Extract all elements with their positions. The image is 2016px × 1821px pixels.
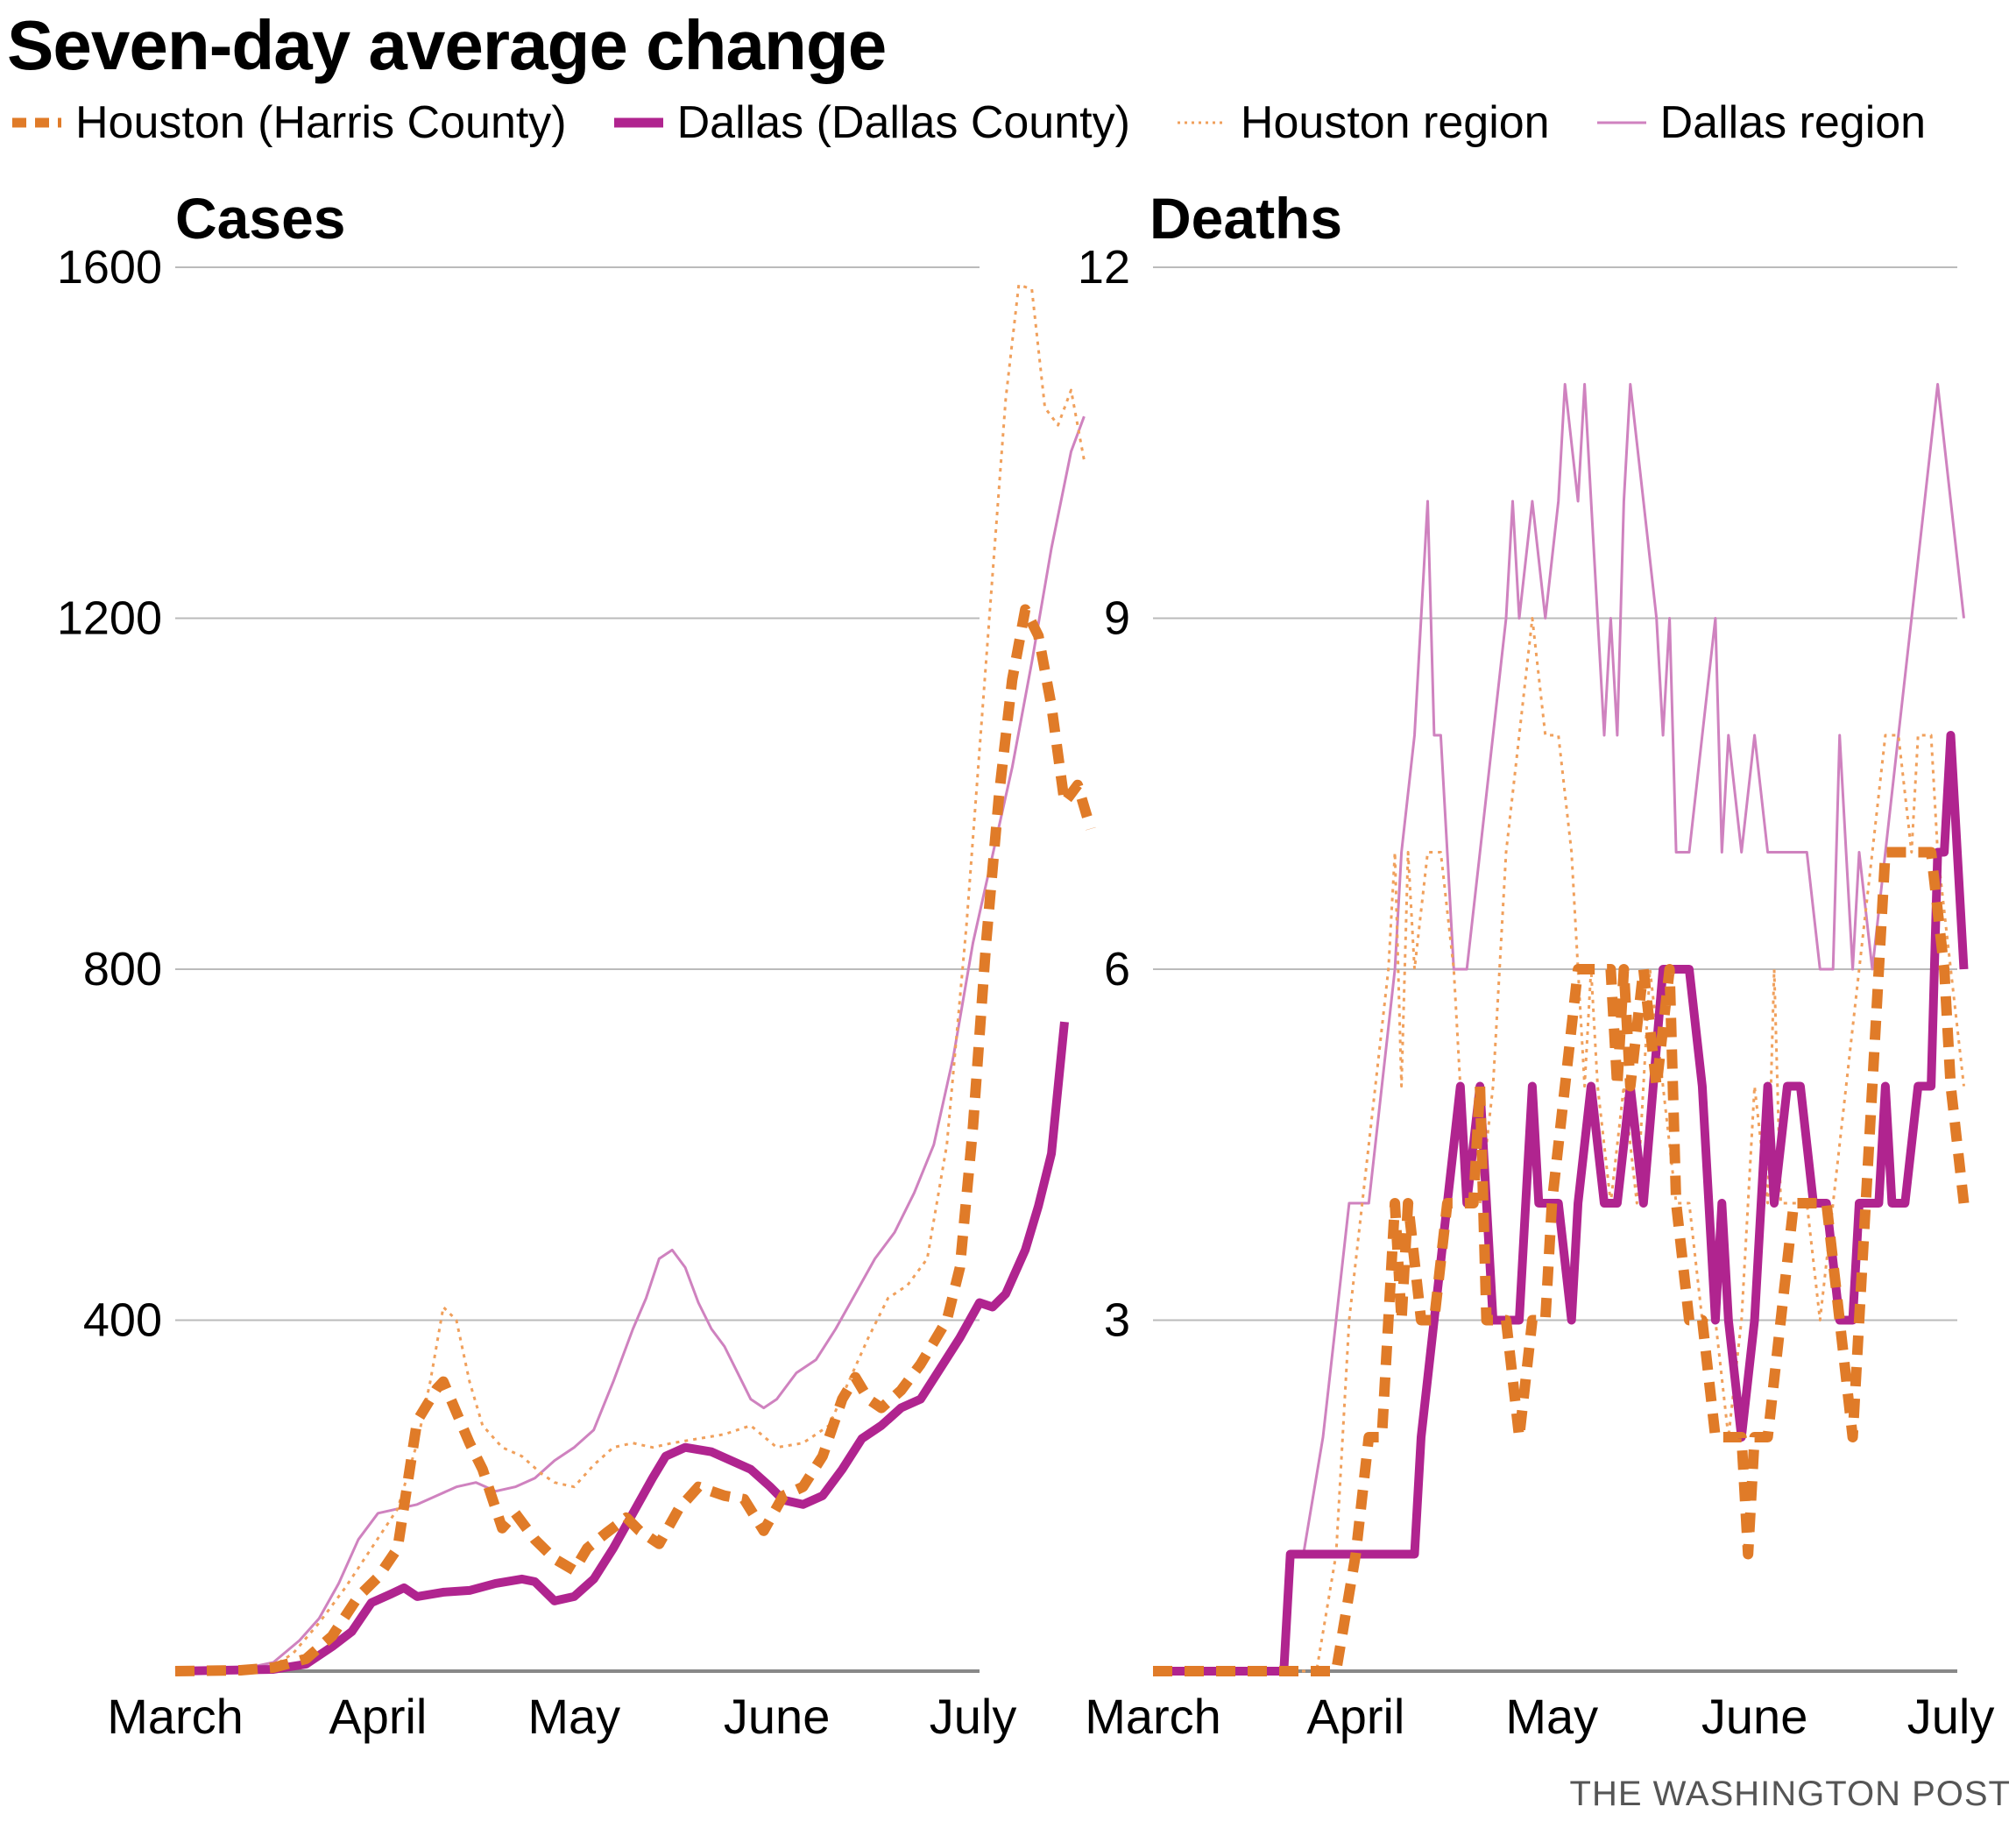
cases-x-tick-label: June — [724, 1689, 830, 1744]
legend-label-houston-region: Houston region — [1240, 97, 1550, 148]
deaths-y-tick-label: 3 — [1104, 1294, 1130, 1347]
deaths-y-tick-label: 9 — [1104, 592, 1130, 645]
legend: Houston (Harris County) Dallas (Dallas C… — [11, 88, 1971, 158]
cases-x-tick-label: March — [107, 1689, 244, 1744]
legend-label-houston: Houston (Harris County) — [75, 97, 567, 148]
cases-series-line-dallas — [174, 1021, 1069, 1676]
legend-item-dallas: Dallas (Dallas County) — [612, 96, 1130, 149]
deaths-x-tick-label: April — [1306, 1689, 1404, 1744]
deaths-series-line-dallas — [1153, 731, 1969, 1676]
cases-x-tick-label: July — [930, 1689, 1017, 1744]
legend-label-dallas: Dallas (Dallas County) — [676, 97, 1130, 148]
cases-panel-title: Cases — [175, 186, 346, 251]
legend-swatch-dallas-region — [1596, 121, 1646, 124]
chart-title: Seven-day average change — [7, 6, 887, 84]
legend-item-dallas-region: Dallas region — [1595, 96, 1927, 149]
cases-y-tick-label: 800 — [83, 943, 162, 996]
deaths-x-tick-label: March — [1085, 1689, 1221, 1744]
credit: THE WASHINGTON POST — [1569, 1775, 2011, 1813]
cases-x-tick-label: May — [527, 1689, 620, 1744]
legend-swatch-houston — [12, 117, 61, 128]
deaths-series-line-dallas-region — [1153, 383, 1965, 1673]
cases-x-tick-label: April — [329, 1689, 427, 1744]
deaths-x-tick-label: July — [1907, 1689, 1995, 1744]
cases-series-line-houston-region — [174, 283, 1086, 1673]
cases-y-tick-label: 1200 — [57, 592, 162, 645]
cases-y-tick-label: 1600 — [57, 241, 162, 294]
legend-label-dallas-region: Dallas region — [1659, 97, 1927, 148]
deaths-x-tick-label: June — [1701, 1689, 1807, 1744]
cases-y-tick-label: 400 — [83, 1294, 162, 1347]
cases-series-line-dallas-region — [174, 415, 1086, 1673]
deaths-series-line-houston — [1153, 847, 1970, 1676]
deaths-y-tick-label: 6 — [1104, 943, 1130, 996]
legend-swatch-houston-region — [1177, 121, 1227, 124]
deaths-panel-title: Deaths — [1149, 186, 1342, 251]
legend-swatch-dallas — [613, 117, 663, 128]
deaths-y-tick-label: 12 — [1078, 241, 1130, 294]
deaths-series-line-houston-region — [1153, 617, 1965, 1673]
cases-series-line-houston — [174, 604, 1096, 1676]
legend-item-houston: Houston (Harris County) — [11, 96, 567, 149]
deaths-x-tick-label: May — [1505, 1689, 1598, 1744]
legend-item-houston-region: Houston region — [1176, 96, 1550, 149]
